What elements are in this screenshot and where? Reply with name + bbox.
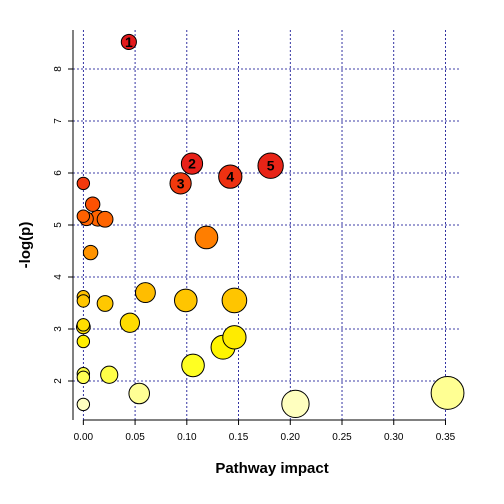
x-axis-title: Pathway impact — [215, 460, 328, 477]
data-point — [281, 389, 310, 419]
data-point — [194, 225, 219, 250]
data-point — [76, 209, 91, 223]
data-point — [76, 334, 91, 349]
data-point — [76, 294, 91, 308]
data-points: 5 4 23 1 — [75, 33, 465, 419]
x-tick-label: 0.30 — [384, 432, 404, 443]
data-point-label: 1 — [125, 34, 133, 50]
y-axis-title: -log(p) — [17, 222, 34, 269]
y-tick-label: 3 — [53, 326, 64, 332]
x-tick-label: 0.20 — [281, 432, 301, 443]
data-point — [120, 33, 137, 51]
data-point — [96, 295, 114, 312]
y-tick-label: 8 — [53, 66, 64, 72]
data-point — [169, 172, 192, 195]
data-point — [181, 353, 205, 378]
data-point-label: 3 — [177, 175, 185, 191]
data-point — [222, 325, 247, 350]
y-tick-label: 2 — [53, 378, 64, 384]
y-tick-label: 5 — [53, 222, 64, 228]
data-point — [128, 382, 150, 405]
data-point-label: 2 — [188, 156, 196, 172]
y-tick-label: 4 — [53, 274, 64, 280]
x-tick-label: 0.35 — [436, 432, 456, 443]
data-point — [96, 210, 114, 228]
data-point — [76, 318, 91, 332]
data-point — [173, 288, 198, 313]
data-point — [430, 376, 465, 410]
data-point — [82, 244, 99, 261]
data-point — [257, 152, 284, 179]
data-point — [76, 176, 91, 191]
data-point — [76, 370, 91, 385]
data-point — [134, 282, 156, 304]
data-point — [84, 196, 101, 212]
y-tick-label: 6 — [53, 170, 64, 176]
data-point — [218, 164, 243, 189]
y-tick-label: 7 — [53, 118, 64, 124]
data-point — [221, 287, 248, 314]
data-point — [100, 365, 119, 384]
x-tick-label: 0.25 — [332, 432, 352, 443]
data-point — [119, 312, 141, 333]
x-tick-label: 0.15 — [229, 432, 249, 443]
x-tick-label: 0.10 — [177, 432, 197, 443]
grid-lines — [73, 30, 461, 420]
data-point-label: 5 — [267, 158, 275, 174]
data-point — [76, 397, 91, 412]
data-point-label: 4 — [226, 169, 234, 185]
data-point — [180, 152, 204, 175]
x-tick-label: 0.05 — [125, 432, 145, 443]
x-tick-label: 0.00 — [74, 432, 94, 443]
